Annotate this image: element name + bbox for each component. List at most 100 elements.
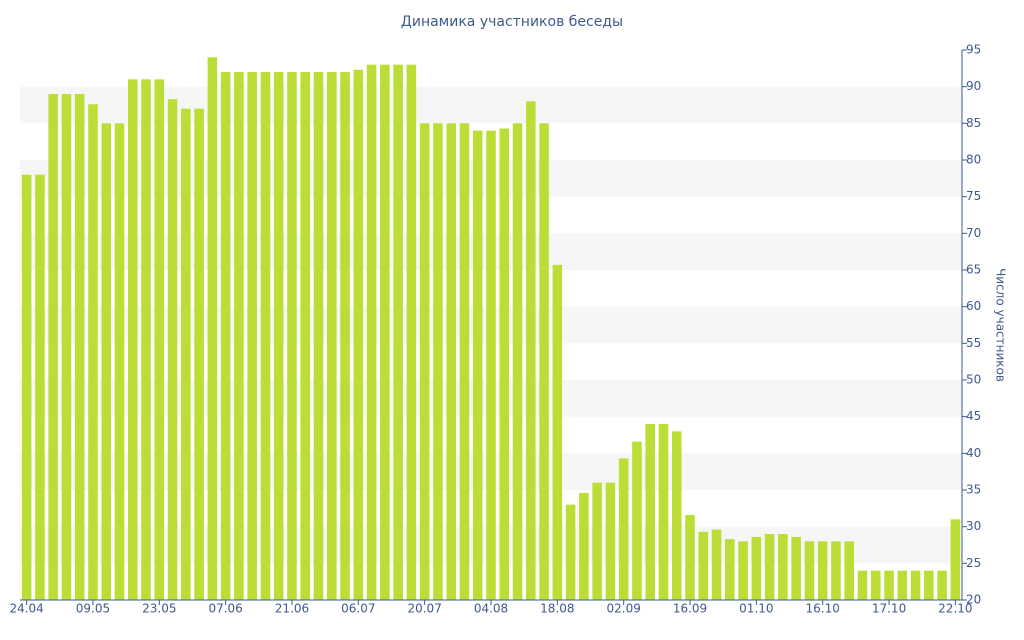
x-tick-label: 17.10	[872, 602, 906, 616]
y-tick-label: 60	[966, 299, 981, 313]
bar	[910, 570, 921, 600]
bar	[738, 541, 748, 600]
bar	[35, 174, 45, 600]
y-tick-label: 45	[966, 409, 981, 423]
bar	[48, 94, 58, 600]
bar	[632, 441, 642, 600]
bar	[446, 123, 456, 600]
bar	[725, 539, 735, 600]
bar	[167, 99, 178, 600]
bar	[950, 519, 961, 600]
y-tick-label: 90	[966, 79, 981, 93]
y-tick-label: 55	[966, 336, 981, 350]
y-tick-label: 30	[966, 519, 981, 533]
bar	[698, 531, 709, 600]
bar	[592, 482, 602, 600]
x-tick-label: 02.09	[606, 602, 640, 616]
y-tick-label: 20	[966, 593, 981, 607]
x-tick-label: 04.08	[474, 602, 508, 616]
bar	[127, 79, 138, 601]
x-tick-label: 20.07	[407, 602, 441, 616]
bar	[459, 123, 470, 600]
x-tick-label: 16.09	[673, 602, 707, 616]
bar	[380, 64, 390, 600]
bar	[194, 108, 204, 601]
bar	[21, 174, 32, 600]
bar	[711, 529, 722, 600]
y-axis-label: Число участников	[994, 268, 1008, 382]
bar	[313, 72, 324, 600]
bar	[897, 570, 908, 600]
bar	[605, 482, 616, 600]
y-tick-label: 25	[966, 556, 981, 570]
bar	[512, 123, 523, 600]
y-tick-label: 80	[966, 153, 981, 167]
y-tick-label: 95	[966, 43, 981, 57]
bar	[88, 104, 98, 601]
bar	[247, 72, 257, 600]
bar	[393, 64, 403, 600]
bar	[658, 424, 669, 600]
x-tick-label: 01.10	[739, 602, 773, 616]
y-tick-label: 40	[966, 446, 981, 460]
bar	[486, 130, 496, 600]
bar	[685, 514, 695, 600]
bar	[579, 492, 589, 600]
chart-title: Динамика участников беседы	[401, 14, 623, 30]
x-tick-label: 22.10	[938, 602, 972, 616]
x-tick-label: 18.08	[540, 602, 574, 616]
bar	[924, 570, 934, 600]
x-tick-label: 09.05	[76, 602, 110, 616]
x-tick-label: 06.07	[341, 602, 375, 616]
bar	[526, 101, 536, 600]
x-tick-label: 16.10	[806, 602, 840, 616]
y-tick-label: 75	[966, 189, 981, 203]
bar	[353, 69, 364, 601]
bar	[433, 123, 443, 600]
bar	[419, 123, 430, 600]
bar	[74, 94, 85, 600]
x-tick-label: 21.06	[275, 602, 309, 616]
bar	[804, 541, 815, 600]
bar	[870, 570, 881, 600]
bar	[101, 123, 112, 600]
x-tick-label: 24.04	[9, 602, 43, 616]
bar	[61, 94, 72, 600]
bar	[327, 72, 337, 600]
bar	[260, 72, 271, 600]
bar	[300, 72, 311, 600]
bar	[234, 72, 244, 600]
bar	[141, 79, 151, 601]
bar	[618, 458, 629, 600]
x-tick-label: 23.05	[142, 602, 176, 616]
bar	[937, 570, 947, 600]
y-tick-label: 35	[966, 483, 981, 497]
y-tick-label: 85	[966, 116, 981, 130]
bar	[499, 128, 510, 600]
bar	[844, 541, 855, 600]
bar	[565, 504, 576, 600]
bar	[366, 64, 377, 600]
bar	[884, 570, 894, 600]
bar	[645, 424, 655, 600]
bar	[287, 72, 297, 600]
bar	[539, 123, 549, 600]
bar	[406, 64, 417, 600]
bar	[831, 541, 841, 600]
bar	[552, 264, 563, 600]
bar	[340, 72, 350, 600]
y-tick-label: 65	[966, 263, 981, 277]
bar	[791, 536, 801, 600]
bar	[273, 72, 284, 600]
bar	[671, 431, 682, 600]
bar	[114, 123, 125, 600]
bar	[857, 570, 868, 600]
bar	[817, 541, 828, 600]
bar	[778, 534, 788, 600]
bar	[751, 536, 762, 600]
bar	[764, 534, 775, 600]
x-tick-label: 07.06	[208, 602, 242, 616]
bar	[154, 79, 165, 601]
y-tick-label: 70	[966, 226, 981, 240]
